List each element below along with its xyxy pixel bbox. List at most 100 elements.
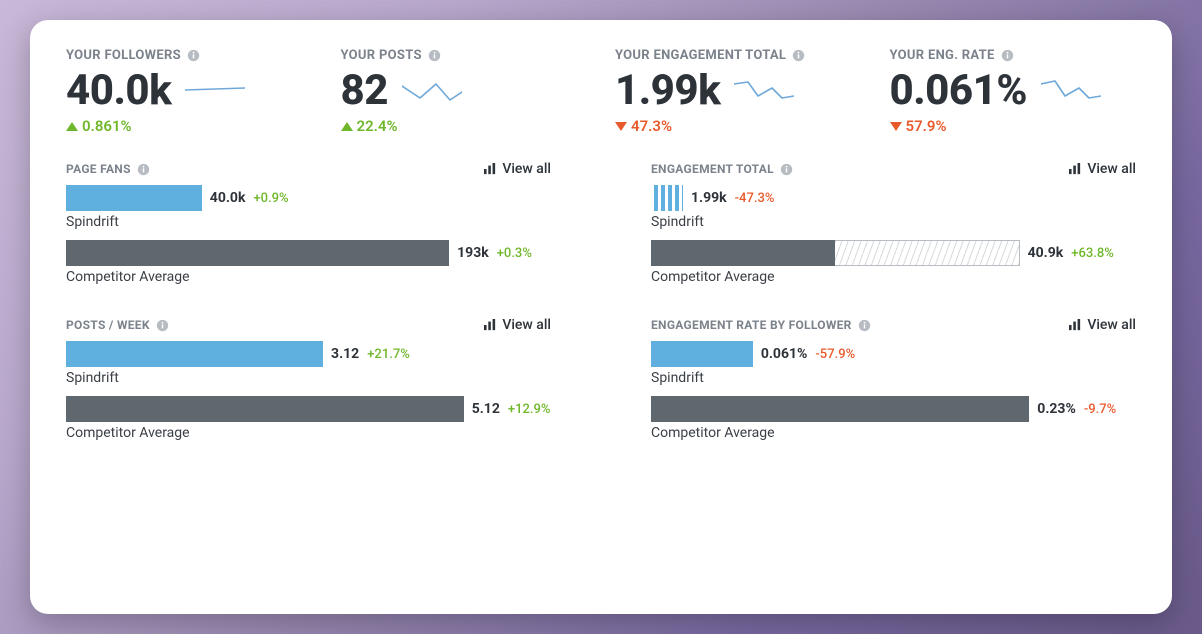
metric-value-line: 1.99k [615,69,862,113]
section-page-fans: PAGE FANS View all 40.0k +0.9% Spindrift [66,161,551,295]
metric-value-line: 0.061% [890,69,1137,113]
bar-label-set: 40.9k +63.8% [1028,245,1114,261]
bar-delta: +0.3% [497,246,532,261]
bar-track: 3.12 +21.7% [66,341,551,367]
view-all-label: View all [1087,317,1136,333]
analytics-card: YOUR FOLLOWERS 40.0k 0.861% YOUR POSTS 8… [30,20,1172,614]
bar-track: 0.061% -57.9% [651,341,1136,367]
sparkline [734,78,794,104]
bar-fill [651,185,683,211]
metric-delta: 57.9% [890,117,1137,135]
metric-value: 0.061% [890,69,1027,113]
bar-track: 40.9k +63.8% [651,240,1136,266]
bar-caption: Spindrift [66,370,551,386]
section-header: POSTS / WEEK View all [66,317,551,333]
section-title-text: PAGE FANS [66,162,131,176]
metric-posts: YOUR POSTS 82 22.4% [341,48,588,135]
bar-chart-icon [1068,163,1082,175]
bar-row-competitor: 40.9k +63.8% Competitor Average [651,240,1136,285]
bar-caption: Competitor Average [66,269,551,285]
bar-track: 5.12 +12.9% [66,396,551,422]
bar-label-set: 0.061% -57.9% [761,346,855,362]
metric-label: YOUR ENGAGEMENT TOTAL [615,48,862,63]
bar-caption: Spindrift [651,370,1136,386]
view-all-link[interactable]: View all [483,161,551,177]
bar-label-set: 1.99k -47.3% [691,190,774,206]
bar-value: 0.061% [761,346,808,362]
sparkline [185,78,245,104]
triangle-down-icon [615,122,627,131]
info-icon [792,49,805,62]
view-all-link[interactable]: View all [1068,161,1136,177]
sparkline [402,78,462,104]
metric-engagement-total: YOUR ENGAGEMENT TOTAL 1.99k 47.3% [615,48,862,135]
triangle-up-icon [66,122,78,131]
bar-fill [651,240,835,266]
bar-row-competitor: 0.23% -9.7% Competitor Average [651,396,1136,441]
bar-label-set: 3.12 +21.7% [331,346,410,362]
bar-track: 0.23% -9.7% [651,396,1136,422]
bar-delta: +12.9% [508,402,551,417]
section-title: ENGAGEMENT RATE BY FOLLOWER [651,318,871,332]
bar-caption: Competitor Average [66,425,551,441]
bar-row-brand: 0.061% -57.9% Spindrift [651,341,1136,386]
sections-grid: PAGE FANS View all 40.0k +0.9% Spindrift [66,161,1136,451]
info-icon [187,49,200,62]
info-icon [780,163,793,176]
bar-value: 3.12 [331,346,359,362]
bar-label-set: 5.12 +12.9% [472,401,551,417]
bar-value: 1.99k [691,190,727,206]
metric-label-text: YOUR FOLLOWERS [66,48,181,63]
metric-label-text: YOUR ENGAGEMENT TOTAL [615,48,786,63]
metric-delta: 22.4% [341,117,588,135]
bar-chart-icon [1068,319,1082,331]
metric-label: YOUR ENG. RATE [890,48,1137,63]
section-header: ENGAGEMENT RATE BY FOLLOWER View all [651,317,1136,333]
metric-label-text: YOUR ENG. RATE [890,48,995,63]
bar-row-brand: 3.12 +21.7% Spindrift [66,341,551,386]
metric-delta-value: 22.4% [357,117,398,135]
triangle-up-icon [341,122,353,131]
section-posts-week: POSTS / WEEK View all 3.12 +21.7% Spindr… [66,317,551,451]
bar-value: 40.9k [1028,245,1064,261]
metric-followers: YOUR FOLLOWERS 40.0k 0.861% [66,48,313,135]
metric-label-text: YOUR POSTS [341,48,422,63]
metric-value-line: 82 [341,69,588,113]
view-all-link[interactable]: View all [1068,317,1136,333]
metric-engagement-rate: YOUR ENG. RATE 0.061% 57.9% [890,48,1137,135]
sparkline [1041,78,1101,104]
bar-label-set: 193k +0.3% [457,245,532,261]
bar-label-set: 40.0k +0.9% [210,190,289,206]
view-all-label: View all [502,317,551,333]
bar-chart-icon [483,319,497,331]
bar-track: 40.0k +0.9% [66,185,551,211]
view-all-label: View all [502,161,551,177]
section-title: POSTS / WEEK [66,318,169,332]
bar-fill [651,396,1029,422]
bar-fill [651,341,753,367]
bar-value: 40.0k [210,190,246,206]
info-icon [428,49,441,62]
bar-value: 5.12 [472,401,500,417]
bar-delta: +21.7% [367,347,410,362]
triangle-down-icon [890,122,902,131]
bar-caption: Spindrift [66,214,551,230]
metric-label: YOUR POSTS [341,48,588,63]
bar-caption: Competitor Average [651,269,1136,285]
bar-delta: -57.9% [815,347,855,362]
metrics-row: YOUR FOLLOWERS 40.0k 0.861% YOUR POSTS 8… [66,48,1136,135]
metric-delta: 0.861% [66,117,313,135]
bar-delta: +0.9% [253,191,288,206]
info-icon [858,319,871,332]
info-icon [156,319,169,332]
section-title: PAGE FANS [66,162,150,176]
bar-caption: Spindrift [651,214,1136,230]
bar-delta: -9.7% [1084,402,1116,417]
bar-row-brand: 40.0k +0.9% Spindrift [66,185,551,230]
bar-delta: +63.8% [1071,246,1114,261]
section-title-text: ENGAGEMENT TOTAL [651,162,774,176]
bar-fill-hatched [835,240,1019,266]
view-all-link[interactable]: View all [483,317,551,333]
section-title: ENGAGEMENT TOTAL [651,162,793,176]
bar-value: 0.23% [1037,401,1076,417]
